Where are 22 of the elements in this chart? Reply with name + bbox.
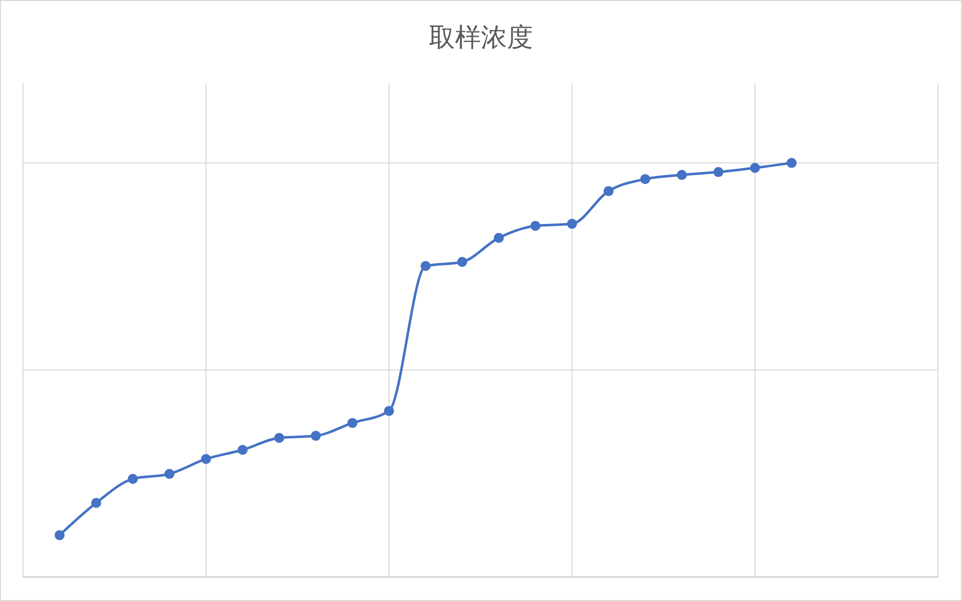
point — [567, 218, 577, 229]
point — [494, 232, 504, 243]
point — [54, 530, 65, 540]
point — [713, 167, 724, 178]
point — [786, 158, 797, 168]
point — [238, 444, 248, 455]
chart-title: 取样浓度 — [429, 23, 533, 53]
point — [457, 256, 468, 267]
point — [310, 430, 321, 441]
point — [164, 468, 174, 479]
point — [384, 406, 394, 416]
point — [640, 174, 650, 184]
point — [676, 170, 687, 180]
point — [201, 454, 211, 464]
point — [750, 162, 760, 173]
point — [530, 220, 540, 231]
point — [347, 418, 358, 428]
point — [274, 432, 284, 443]
point — [128, 474, 138, 484]
point — [604, 186, 614, 196]
point — [420, 261, 431, 272]
point — [91, 498, 102, 508]
